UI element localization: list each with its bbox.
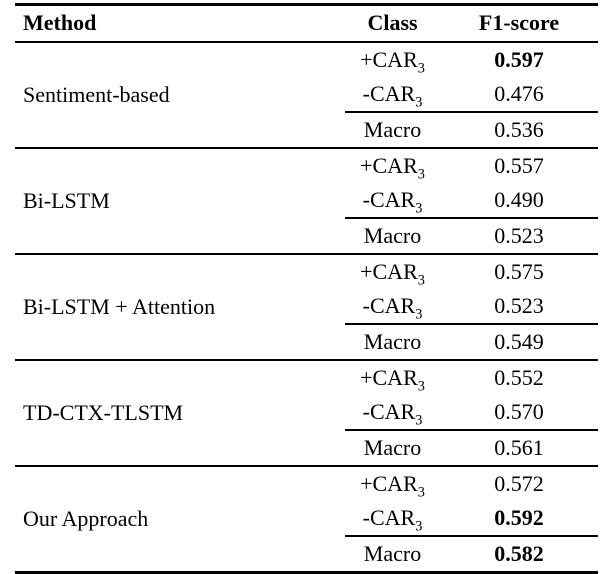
class-cell: Macro <box>345 111 440 149</box>
class-subscript: 3 <box>417 484 425 501</box>
class-cell: Macro <box>345 217 440 255</box>
class-cell: -CAR3 <box>362 504 423 535</box>
table-row: TD-CTX-TLSTM +CAR3 0.552 <box>15 360 598 467</box>
f1-score-cell: 0.523 <box>494 292 544 318</box>
class-subscript: 3 <box>417 60 425 77</box>
class-subscript: 3 <box>417 378 425 395</box>
f1-score-cell: 0.523 <box>440 217 598 255</box>
table-row: -CAR3 0.592 <box>15 501 598 536</box>
f1-score-cell: 0.536 <box>440 111 598 149</box>
col-header-method: Method <box>15 4 345 43</box>
class-subscript: 3 <box>417 166 425 183</box>
table-row: Our Approach +CAR3 0.572 <box>15 466 598 574</box>
table-body: Sentiment-based +CAR3 0.597 -CAR3 0.476 Macro… <box>15 42 598 574</box>
method-cell: Bi-LSTM <box>15 148 345 255</box>
table-row: Macro 0.561 <box>15 429 598 467</box>
class-subscript: 3 <box>417 272 425 289</box>
class-subscript: 3 <box>415 306 423 323</box>
f1-score-cell: 0.592 <box>494 504 544 530</box>
table-row: -CAR3 0.490 <box>15 183 598 218</box>
class-cell: -CAR3 <box>362 186 423 217</box>
f1-score-cell: 0.490 <box>494 186 544 212</box>
table-row: -CAR3 0.523 <box>15 289 598 324</box>
class-cell: Macro <box>345 535 440 574</box>
table-row: Sentiment-based +CAR3 0.597 <box>15 42 598 149</box>
f1-score-cell: 0.557 <box>494 152 544 178</box>
class-subscript: 3 <box>415 94 423 111</box>
col-header-f1: F1-score <box>440 4 598 43</box>
table-row: Bi-LSTM + Attention +CAR3 0.575 <box>15 254 598 361</box>
method-cell: Bi-LSTM + Attention <box>15 254 345 361</box>
class-cell: -CAR3 <box>362 80 423 111</box>
table-row: -CAR3 0.570 <box>15 395 598 430</box>
f1-score-cell: 0.572 <box>494 470 544 496</box>
table-row: -CAR3 0.476 <box>15 77 598 112</box>
method-cell: Our Approach <box>15 466 345 574</box>
class-subscript: 3 <box>415 518 423 535</box>
method-cell: TD-CTX-TLSTM <box>15 360 345 467</box>
f1-score-cell: 0.476 <box>494 80 544 106</box>
f1-score-cell: 0.597 <box>494 46 544 72</box>
table-row: Macro 0.523 <box>15 217 598 255</box>
class-subscript: 3 <box>415 412 423 429</box>
class-cell: Macro <box>345 429 440 467</box>
class-cell: +CAR3 <box>360 470 425 501</box>
table-row: Bi-LSTM +CAR3 0.557 <box>15 148 598 255</box>
col-header-class: Class <box>345 4 440 43</box>
table-header: Method Class F1-score <box>15 4 598 43</box>
header-row: Method Class F1-score <box>15 4 598 43</box>
class-cell: -CAR3 <box>362 398 423 429</box>
class-cell: Macro <box>345 323 440 361</box>
method-cell: Sentiment-based <box>15 42 345 149</box>
table-row: Macro 0.549 <box>15 323 598 361</box>
class-cell: -CAR3 <box>362 292 423 323</box>
f1-score-cell: 0.570 <box>494 398 544 424</box>
class-cell: +CAR3 <box>360 364 425 395</box>
f1-score-cell: 0.552 <box>494 364 544 390</box>
class-cell: +CAR3 <box>360 258 425 289</box>
class-subscript: 3 <box>415 200 423 217</box>
f1-score-cell: 0.575 <box>494 258 544 284</box>
class-cell: +CAR3 <box>360 46 425 77</box>
class-cell: +CAR3 <box>360 152 425 183</box>
f1-score-cell: 0.561 <box>440 429 598 467</box>
f1-score-cell: 0.549 <box>440 323 598 361</box>
f1-score-cell: 0.582 <box>440 535 598 574</box>
table-row: Macro 0.536 <box>15 111 598 149</box>
results-table: Method Class F1-score Sentiment-based +CA… <box>15 3 598 574</box>
